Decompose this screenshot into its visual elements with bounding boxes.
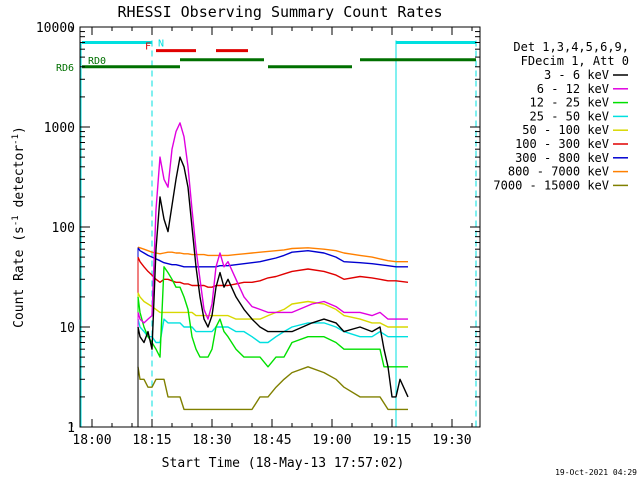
- series-line-50to100keV: [137, 292, 408, 328]
- y-axis-label-main: Count Rate (s: [12, 226, 27, 328]
- legend-header-line-1: Det 1,3,4,5,6,9,: [513, 40, 629, 54]
- series-line-100to300keV: [137, 256, 409, 288]
- y-axis-label-exp2: -1: [11, 134, 21, 145]
- y-tick-label: 1000: [44, 121, 75, 136]
- flags-layer: NF RD0 RD6: [56, 38, 477, 427]
- x-tick-label: 18:15: [132, 433, 171, 448]
- y-tick-label: 10000: [36, 21, 75, 36]
- legend-label: 7000 - 15000 keV: [493, 178, 609, 192]
- series-line-7000to15000keV: [137, 366, 408, 411]
- flag-rd0-label: RD0: [88, 56, 106, 67]
- x-axis-label: Start Time (18-May-13 17:57:02): [162, 456, 405, 471]
- plot-frame: [79, 26, 481, 428]
- x-tick-label: 18:45: [252, 433, 291, 448]
- x-tick-label: 19:15: [372, 433, 411, 448]
- flag-n-label: N: [158, 38, 164, 49]
- series-layer: [137, 122, 409, 427]
- legend-label: 12 - 25 keV: [530, 96, 609, 110]
- legend-header-line-2: FDecim 1, Att 0: [521, 54, 629, 68]
- y-axis-label-mid: detector: [12, 145, 27, 216]
- timestamp: 19-Oct-2021 04:29: [555, 468, 637, 477]
- legend-label: 100 - 300 keV: [515, 137, 609, 151]
- y-axis-label: Count Rate (s-1 detector-1): [11, 126, 27, 328]
- series-line-25to50keV: [137, 318, 408, 344]
- y-tick-label: 10: [59, 321, 75, 336]
- x-tick-label: 19:00: [312, 433, 351, 448]
- chart-title: RHESSI Observing Summary Count Rates: [117, 3, 442, 21]
- x-tick-label: 18:30: [192, 433, 231, 448]
- series-line-3to6keV: [137, 156, 409, 398]
- series-line-12to25keV: [137, 266, 408, 368]
- legend-label: 6 - 12 keV: [537, 82, 609, 96]
- y-axis: 1 10 100 1000 10000: [36, 21, 480, 436]
- legend-label: 300 - 800 keV: [515, 151, 609, 165]
- flag-rd6-label: RD6: [56, 63, 74, 74]
- series-line-800to7000keV: [137, 246, 408, 263]
- y-tick-label: 1: [67, 421, 75, 436]
- x-axis: 18:00 18:15 18:30 18:45 19:00 19:15 19:30: [71, 27, 473, 448]
- legend-label: 800 - 7000 keV: [508, 165, 609, 179]
- y-tick-label: 100: [52, 221, 75, 236]
- series-line-6to12keV: [137, 122, 408, 324]
- y-axis-label-exp1: -1: [11, 215, 21, 226]
- legend-label: 3 - 6 keV: [544, 68, 609, 82]
- flag-f-label: F: [145, 42, 151, 53]
- x-tick-label: 18:00: [72, 433, 111, 448]
- series-line-300to800keV: [137, 247, 408, 268]
- legend-label: 25 - 50 keV: [530, 109, 609, 123]
- x-tick-label: 19:30: [432, 433, 471, 448]
- legend-label: 50 - 100 keV: [522, 123, 609, 137]
- y-axis-label-end: ): [12, 126, 27, 134]
